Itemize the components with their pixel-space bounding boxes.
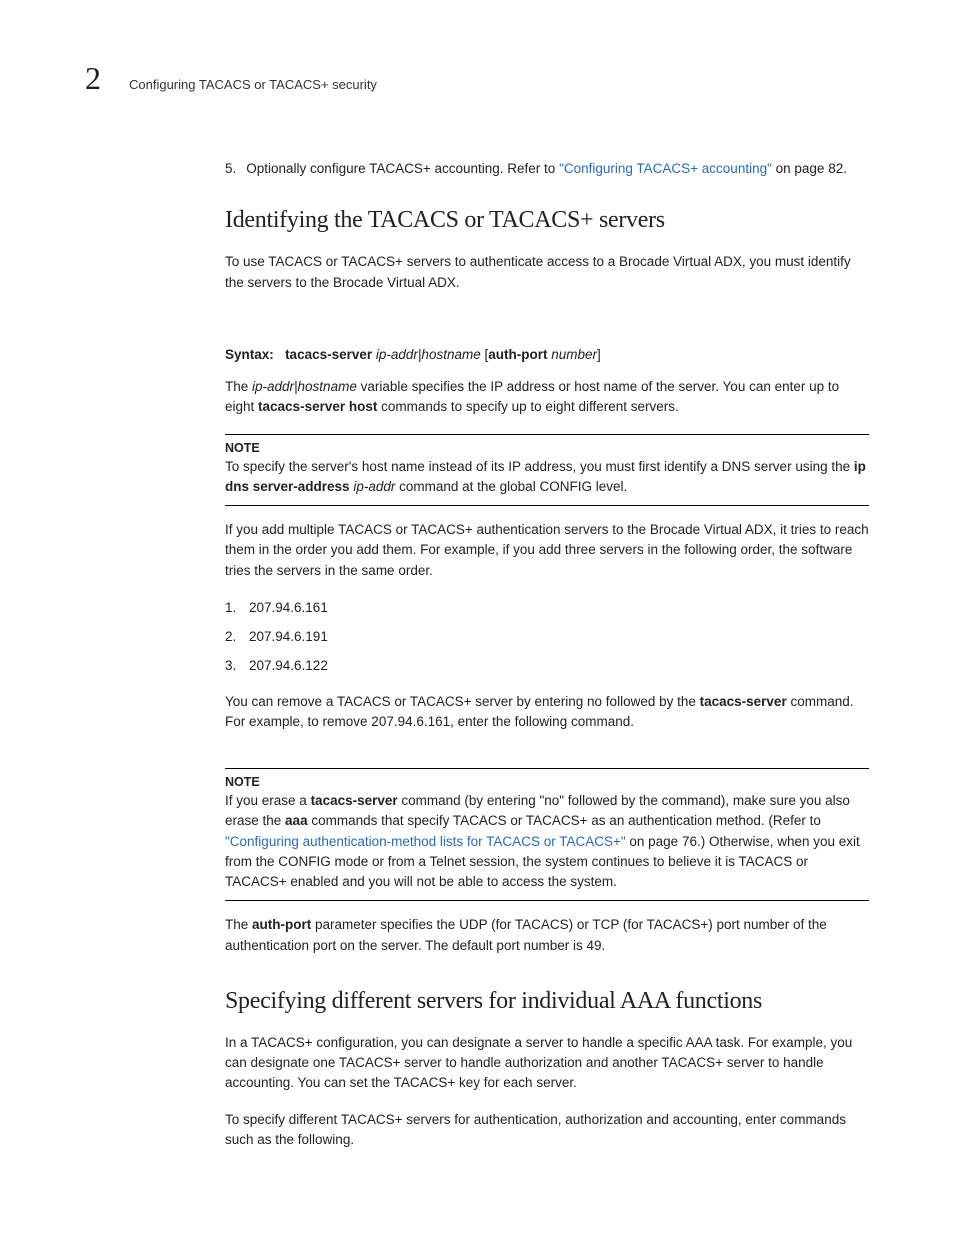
heading-aaa-functions: Specifying different servers for individ… xyxy=(225,988,869,1015)
note2-tacacs-cmd: tacacs-server xyxy=(311,793,398,808)
note-label: NOTE xyxy=(225,441,869,455)
authport-text-a: The xyxy=(225,917,252,932)
link-accounting[interactable]: "Configuring TACACS+ accounting" xyxy=(559,161,772,176)
server-list: 1. 207.94.6.161 2. 207.94.6.191 3. 207.9… xyxy=(225,597,869,678)
tacacs-host-cmd: tacacs-server host xyxy=(258,399,377,414)
note2-text-e: commands that specify TACACS or TACACS+ … xyxy=(308,813,821,828)
list-item: 1. 207.94.6.161 xyxy=(225,597,869,620)
chapter-number: 2 xyxy=(85,60,101,97)
syntax-command: tacacs-server xyxy=(285,347,372,362)
syntax-authport: auth-port xyxy=(488,347,547,362)
list-text: Optionally configure TACACS+ accounting.… xyxy=(246,159,847,179)
ipaddr-text-a: The xyxy=(225,379,252,394)
note-text-1: To specify the server's host name instea… xyxy=(225,457,869,498)
link-auth-method-lists[interactable]: "Configuring authentication-method lists… xyxy=(225,834,626,849)
aaa-para2: To specify different TACACS+ servers for… xyxy=(225,1110,869,1151)
note-block-2: NOTE If you erase a tacacs-server comman… xyxy=(225,768,869,901)
syntax-line: Syntax: tacacs-server ip-addr|hostname [… xyxy=(225,345,869,365)
note2-aaa: aaa xyxy=(285,813,308,828)
authport-bold: auth-port xyxy=(252,917,311,932)
syntax-bracket-close: ] xyxy=(597,347,601,362)
header-title: Configuring TACACS or TACACS+ security xyxy=(129,77,377,92)
remove-para: You can remove a TACACS or TACACS+ serve… xyxy=(225,692,869,733)
list-number: 1. xyxy=(225,597,249,620)
list-item: 3. 207.94.6.122 xyxy=(225,655,869,678)
note2-text-a: If you erase a xyxy=(225,793,311,808)
list-number: 2. xyxy=(225,626,249,649)
authport-para: The auth-port parameter specifies the UD… xyxy=(225,915,869,956)
list-number: 5. xyxy=(225,159,236,179)
server-ip: 207.94.6.191 xyxy=(249,626,328,649)
list-item: 2. 207.94.6.191 xyxy=(225,626,869,649)
authport-text-c: parameter specifies the UDP (for TACACS)… xyxy=(225,917,827,952)
note-block-1: NOTE To specify the server's host name i… xyxy=(225,434,869,507)
server-ip: 207.94.6.161 xyxy=(249,597,328,620)
syntax-arg1: ip-addr|hostname xyxy=(376,347,481,362)
text-before-link: Optionally configure TACACS+ accounting.… xyxy=(246,161,559,176)
heading-identifying-servers: Identifying the TACACS or TACACS+ server… xyxy=(225,207,869,234)
page-content: 5. Optionally configure TACACS+ accounti… xyxy=(225,159,869,1150)
page-header: 2 Configuring TACACS or TACACS+ security xyxy=(85,60,869,97)
aaa-para1: In a TACACS+ configuration, you can desi… xyxy=(225,1033,869,1094)
ipaddr-text-e: commands to specify up to eight differen… xyxy=(377,399,678,414)
note1-arg: ip-addr xyxy=(350,479,396,494)
server-ip: 207.94.6.122 xyxy=(249,655,328,678)
text-after-link: on page 82. xyxy=(772,161,847,176)
note-text-2: If you erase a tacacs-server command (by… xyxy=(225,791,869,892)
note1-text-a: To specify the server's host name instea… xyxy=(225,459,854,474)
syntax-arg2: number xyxy=(547,347,597,362)
list-number: 3. xyxy=(225,655,249,678)
multi-servers-para: If you add multiple TACACS or TACACS+ au… xyxy=(225,520,869,581)
tacacs-server-bold: tacacs-server xyxy=(700,694,787,709)
ipaddr-para: The ip-addr|hostname variable specifies … xyxy=(225,377,869,418)
ipaddr-var: ip-addr|hostname xyxy=(252,379,357,394)
list-item-5: 5. Optionally configure TACACS+ accounti… xyxy=(225,159,869,179)
intro-para: To use TACACS or TACACS+ servers to auth… xyxy=(225,252,869,293)
remove-text-a: You can remove a TACACS or TACACS+ serve… xyxy=(225,694,700,709)
note1-text-d: command at the global CONFIG level. xyxy=(395,479,627,494)
note-label: NOTE xyxy=(225,775,869,789)
syntax-label: Syntax: xyxy=(225,347,274,362)
